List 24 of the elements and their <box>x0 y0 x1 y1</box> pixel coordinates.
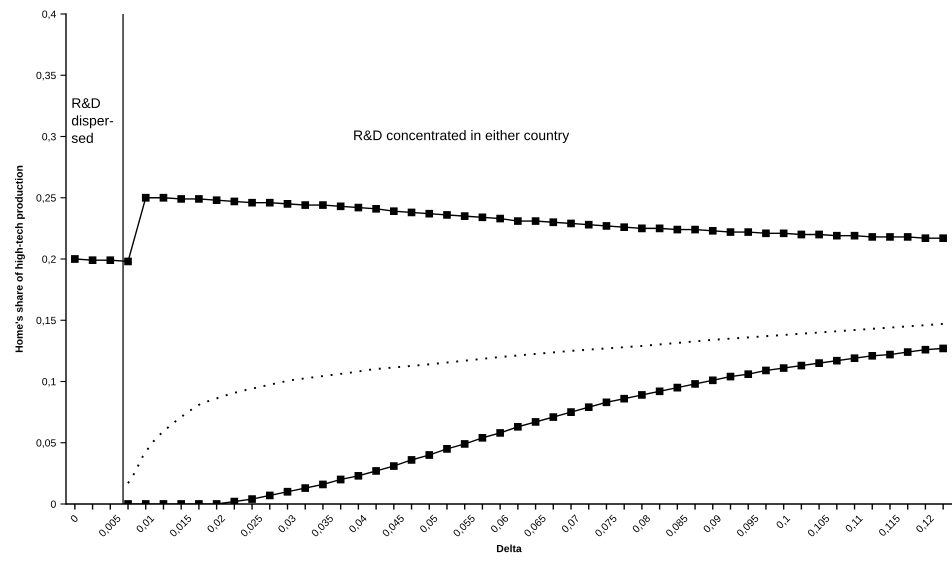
x-tick-label: 0,11 <box>844 514 864 534</box>
y-tick-label: 0,3 <box>42 133 56 142</box>
annotation: R&D concentrated in either country <box>354 130 570 143</box>
y-tick-label: 0,25 <box>36 194 56 203</box>
x-tick-label: 0,08 <box>632 514 652 534</box>
x-tick-label: 0,12 <box>915 514 936 534</box>
x-tick-label: 0,02 <box>206 514 226 534</box>
x-tick-label: 0,09 <box>702 514 722 534</box>
y-tick-label: 0,2 <box>42 256 56 264</box>
x-tick-label: 0,06 <box>490 514 510 534</box>
x-axis-title: Delta <box>496 544 522 552</box>
y-axis-title: Home's share of high-tech production <box>15 166 25 352</box>
x-tick-label: 0,04 <box>348 514 368 534</box>
x-tick-label: 0 <box>70 514 79 523</box>
y-tick-label: 0,1 <box>42 378 56 387</box>
x-tick-label: 0,01 <box>136 514 156 534</box>
y-tick-label: 0 <box>50 500 56 508</box>
y-tick-label: 0,05 <box>36 439 56 448</box>
y-tick-label: 0,4 <box>42 10 56 20</box>
y-tick-label: 0,35 <box>36 72 56 80</box>
annotation: R&D disper- sed <box>72 98 114 144</box>
y-tick-label: 0,15 <box>36 316 56 326</box>
x-tick-label: 0,03 <box>277 514 298 534</box>
x-tick-label: 0,1 <box>776 514 792 530</box>
